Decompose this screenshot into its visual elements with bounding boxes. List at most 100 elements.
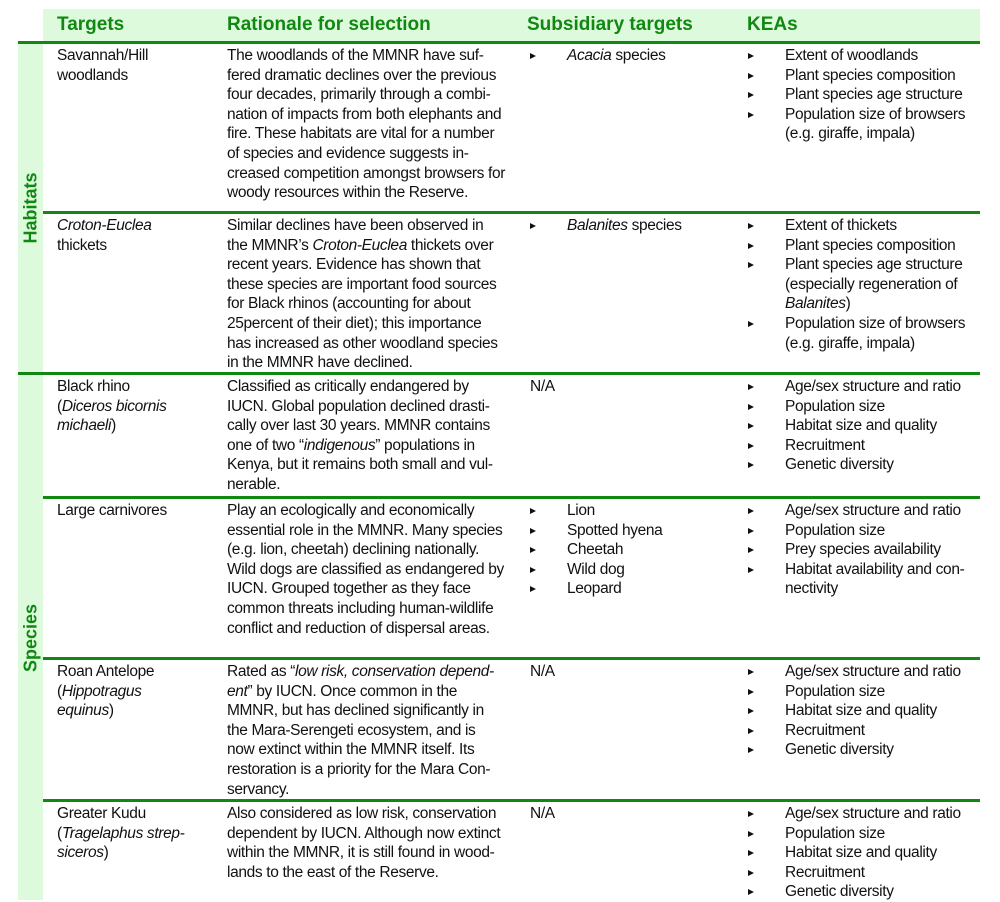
text-segment: (e.g. giraffe, impala) — [785, 334, 915, 352]
bullet-item: Prey species availability — [748, 540, 988, 560]
text-segment: one of two “ — [227, 436, 304, 454]
text-line: Plant species age structure — [785, 85, 988, 105]
text-line: nation of impacts from both elephants an… — [227, 105, 502, 123]
text-line: thickets — [57, 236, 152, 256]
kea-list: Extent of woodlands Plant species composi… — [748, 46, 988, 144]
text-segment: the MMNR’s — [227, 236, 313, 254]
bullet-item: Plant species composition — [748, 66, 988, 86]
bullet-item: Wild dog — [530, 560, 750, 580]
bullet-item: Genetic diversity — [748, 740, 988, 760]
kea-list: Age/sex structure and ratio Population si… — [748, 662, 988, 760]
text-line: Cheetah — [567, 541, 624, 559]
text-segment: Extent of woodlands — [785, 47, 918, 64]
bullet-item: Spotted hyena — [530, 521, 750, 541]
bullet-item: Plant species composition — [748, 236, 988, 256]
text-line: the MMNR’s Croton-Euclea thickets over — [227, 236, 498, 256]
bullet-item: Plant species age structure — [748, 85, 988, 105]
text-line: Population size of browsers — [785, 314, 988, 334]
text-line: Also considered as low risk, conservatio… — [227, 805, 497, 822]
bullet-item: Age/sex structure and ratio — [748, 501, 988, 521]
text-line: Recruitment — [785, 863, 988, 883]
table-row: Savannah/Hill woodlands The woodlands of t… — [43, 44, 980, 211]
text-line: conflict and reduction of dispersal area… — [227, 619, 490, 637]
text-line: (e.g. giraffe, impala) — [785, 334, 988, 354]
na-text: N/A — [530, 805, 555, 822]
rationale-text: Classified as critically endangered by IU… — [227, 377, 493, 495]
rationale-text: Also considered as low risk, conservatio… — [227, 804, 501, 882]
text-line: (Diceros bicornis — [57, 397, 167, 417]
text-line: Classified as critically endangered by — [227, 378, 469, 395]
text-line: fered dramatic declines over the previou… — [227, 66, 497, 84]
text-line: Genetic diversity — [785, 882, 988, 902]
text-line: Black rhino — [57, 377, 166, 397]
na-text: N/A — [530, 663, 555, 680]
text-segment: ( — [57, 397, 62, 415]
italic-text: Balanites — [567, 217, 628, 234]
subsidiary-targets: Acacia species — [530, 46, 750, 66]
text-line: Balanites) — [785, 294, 988, 314]
italic-text: Croton-Euclea — [312, 236, 407, 254]
text-line: Prey species availability — [785, 540, 988, 560]
text-line: Plant species composition — [785, 236, 988, 256]
divider — [18, 41, 980, 44]
rationale-text: The woodlands of the MMNR have suf-fered… — [227, 46, 505, 203]
text-line: Extent of woodlands — [785, 46, 988, 66]
text-line: Roan Antelope — [57, 662, 155, 682]
text-line: Spotted hyena — [567, 521, 663, 539]
text-segment: Recruitment — [785, 863, 865, 881]
text-line: Large carnivores — [57, 501, 167, 521]
table-row: Large carnivores Play an ecologically and… — [43, 499, 980, 657]
divider — [18, 372, 980, 375]
italic-text: Diceros bicornis — [61, 397, 167, 415]
text-line: Plant species age structure — [785, 255, 988, 275]
bullet-item: Genetic diversity — [748, 882, 988, 902]
text-line: lands to the east of the Reserve. — [227, 863, 439, 881]
category-label: Species — [20, 603, 40, 672]
category-label: Habitats — [20, 172, 40, 244]
italic-text: equinus — [57, 702, 109, 720]
text-segment: Population size — [785, 824, 885, 842]
italic-text: Balanites — [785, 295, 846, 313]
category-habitats: Habitats — [18, 44, 43, 372]
text-line: (e.g. lion, cheetah) declining nationall… — [227, 541, 480, 559]
text-line: (Tragelaphus strep- — [57, 824, 185, 844]
bullet-item: Extent of thickets — [748, 216, 988, 236]
rationale-text: Similar declines have been observed in th… — [227, 216, 498, 373]
text-segment: ” by IUCN. Once common in the — [247, 682, 458, 700]
text-line: woodlands — [57, 66, 148, 86]
italic-text: indigenous — [303, 436, 376, 454]
text-segment: Black rhino — [57, 378, 130, 395]
text-line: Recruitment — [785, 721, 988, 741]
text-segment: Genetic diversity — [785, 883, 894, 901]
italic-text: Hippotragus — [61, 682, 142, 700]
text-line: nerable. — [227, 475, 281, 493]
text-segment: Age/sex structure and ratio — [785, 663, 961, 680]
bullet-item: Recruitment — [748, 721, 988, 741]
text-line: Genetic diversity — [785, 455, 988, 475]
text-segment: Prey species availability — [785, 541, 941, 559]
text-segment: Plant species composition — [785, 236, 956, 254]
text-line: ent” by IUCN. Once common in the — [227, 682, 494, 702]
kea-list: Age/sex structure and ratio Population si… — [748, 501, 988, 599]
text-line: Similar declines have been observed in — [227, 217, 484, 234]
text-segment: thickets — [57, 236, 107, 254]
text-segment: species — [611, 47, 666, 64]
text-line: Kenya, but it remains both small and vul… — [227, 456, 493, 474]
text-line: Recruitment — [785, 436, 988, 456]
kea-list: Age/sex structure and ratio Population si… — [748, 804, 988, 902]
text-segment: Population size — [785, 682, 885, 700]
text-line: Greater Kudu — [57, 804, 184, 824]
text-line: of species and evidence suggests in- — [227, 144, 469, 162]
text-line: recent years. Evidence has shown that — [227, 256, 481, 274]
text-line: (e.g. giraffe, impala) — [785, 124, 988, 144]
text-line: cally over last 30 years. MMNR contains — [227, 417, 490, 435]
bullet-item: Population size — [748, 521, 988, 541]
text-line: common threats including human-wildlife — [227, 599, 494, 617]
text-line: Population size — [785, 824, 988, 844]
text-segment: Habitat availability and con- — [785, 560, 965, 578]
divider — [43, 211, 980, 214]
category-species: Species — [18, 375, 43, 900]
text-line: siceros) — [57, 843, 184, 863]
bullet-item: Acacia species — [530, 46, 750, 66]
text-segment: Plant species age structure — [785, 86, 963, 104]
